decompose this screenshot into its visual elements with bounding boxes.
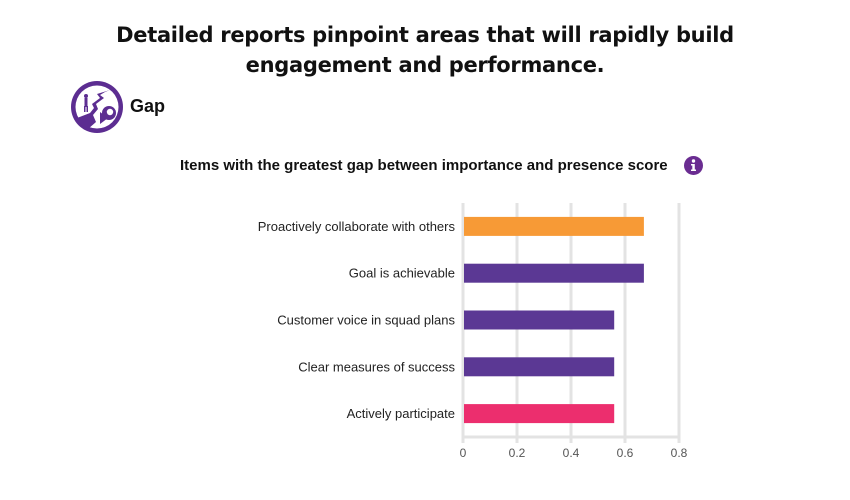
bar — [464, 357, 615, 377]
category-label: Proactively collaborate with others — [258, 219, 456, 234]
x-tick-label: 0.8 — [671, 446, 688, 460]
bar — [464, 404, 615, 424]
category-label: Actively participate — [347, 406, 455, 421]
category-label: Customer voice in squad plans — [277, 313, 455, 328]
badge-label: Gap — [130, 96, 166, 116]
info-icon[interactable] — [684, 156, 703, 175]
chart-title: Items with the greatest gap between impo… — [180, 157, 668, 174]
bar — [464, 263, 644, 283]
x-tick-label: 0.4 — [563, 446, 580, 460]
x-tick-label: 0.2 — [509, 446, 526, 460]
gap-cliff-icon — [71, 81, 123, 133]
headline: Detailed reports pinpoint areas that wil… — [116, 23, 734, 77]
x-tick-label: 0.6 — [617, 446, 634, 460]
bar — [464, 310, 615, 330]
category-label: Clear measures of success — [298, 359, 455, 374]
x-tick-label: 0 — [460, 446, 467, 460]
category-label: Goal is achievable — [349, 266, 455, 281]
bar — [464, 216, 644, 236]
